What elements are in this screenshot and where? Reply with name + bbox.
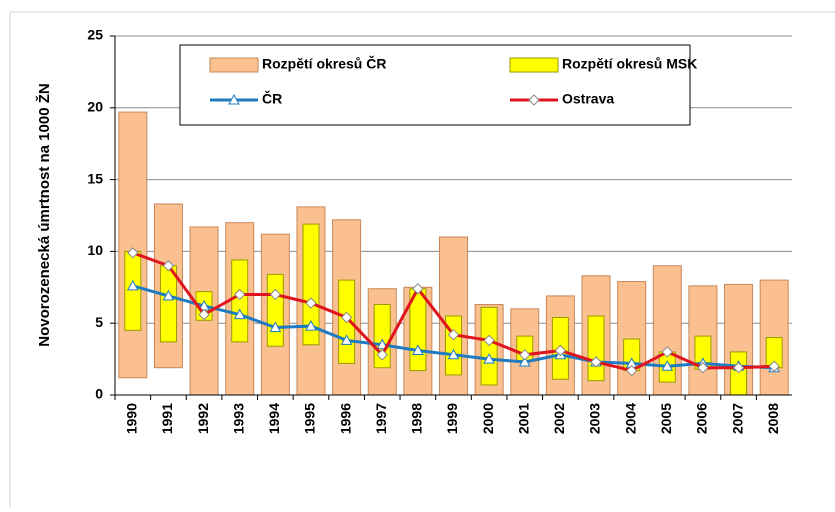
point-marker [126, 279, 139, 291]
point-marker [528, 94, 540, 106]
y-tick-label: 25 [87, 27, 103, 43]
point-marker [269, 321, 282, 333]
point-marker [198, 308, 210, 321]
point-marker [483, 334, 495, 347]
point-marker [234, 288, 246, 301]
range-bar [124, 250, 142, 331]
x-tick-label: 1991 [159, 403, 175, 434]
legend-swatch [209, 57, 259, 73]
y-tick-label: 15 [87, 170, 103, 186]
legend-label: Rozpětí okresů MSK [562, 56, 697, 72]
point-marker [412, 344, 424, 355]
legend-label: ČR [262, 90, 282, 107]
point-marker [447, 348, 460, 360]
x-tick-label: 2008 [765, 403, 781, 434]
x-tick-label: 2006 [694, 403, 710, 434]
point-marker [233, 308, 246, 320]
point-marker [376, 349, 388, 361]
x-tick-label: 1992 [195, 403, 211, 434]
x-tick-label: 1990 [124, 403, 140, 434]
x-tick-label: 1994 [266, 403, 282, 434]
x-tick-label: 2001 [515, 403, 531, 434]
point-marker [127, 247, 139, 259]
point-marker [519, 349, 531, 361]
range-bar [266, 273, 284, 347]
x-tick-label: 1999 [444, 403, 460, 434]
range-bar [302, 223, 320, 346]
x-tick-label: 2000 [480, 403, 496, 434]
point-marker [661, 360, 674, 371]
range-bar [159, 265, 177, 343]
y-tick-label: 20 [87, 99, 103, 115]
range-bar [118, 111, 148, 379]
point-marker [697, 362, 709, 374]
point-marker [340, 311, 353, 324]
x-tick-label: 1993 [230, 403, 246, 434]
point-marker [340, 334, 353, 345]
x-tick-label: 1996 [337, 403, 353, 434]
range-bar [231, 259, 249, 343]
point-marker [228, 93, 240, 105]
x-tick-label: 2003 [587, 403, 603, 434]
range-bar [730, 351, 748, 396]
point-marker [768, 360, 780, 372]
range-bar [587, 315, 605, 382]
point-marker [661, 346, 673, 358]
x-tick-label: 2002 [551, 403, 567, 434]
legend-box [179, 44, 691, 126]
point-marker [625, 364, 638, 377]
point-marker [305, 320, 317, 331]
x-tick-label: 1998 [409, 403, 425, 434]
y-tick-label: 0 [95, 386, 103, 402]
point-marker [162, 289, 175, 301]
x-tick-label: 1997 [373, 403, 389, 434]
point-marker [483, 353, 495, 364]
x-tick-label: 2004 [622, 403, 638, 434]
y-axis-label: Novorozenecká úmrtnost na 1000 ŽN [35, 83, 53, 346]
x-tick-label: 1995 [302, 403, 318, 434]
point-marker [554, 344, 567, 357]
range-bar [445, 315, 462, 376]
legend-swatch [509, 57, 559, 73]
legend-label: Rozpětí okresů ČR [262, 55, 386, 72]
point-marker [590, 356, 602, 368]
y-tick-label: 5 [95, 314, 103, 330]
point-marker [732, 362, 745, 374]
x-tick-label: 2005 [658, 403, 674, 434]
point-marker [376, 338, 389, 350]
legend-label: Ostrava [562, 91, 614, 107]
point-marker [412, 283, 424, 295]
range-bar [480, 306, 498, 386]
point-marker [162, 260, 175, 272]
range-bar [617, 281, 647, 396]
point-marker [518, 355, 531, 367]
point-marker [447, 328, 460, 341]
point-marker [269, 288, 282, 301]
x-tick-label: 2007 [729, 403, 745, 434]
point-marker [305, 297, 317, 309]
y-tick-label: 10 [87, 242, 103, 258]
